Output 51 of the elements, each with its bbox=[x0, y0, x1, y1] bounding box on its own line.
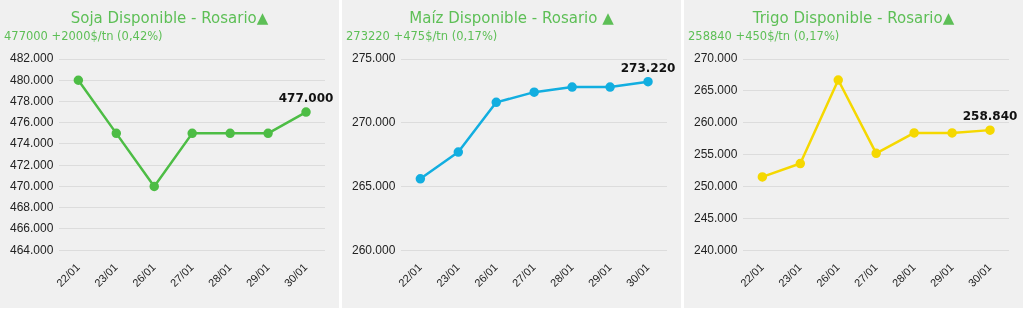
y-tick-label: 474.000 bbox=[9, 136, 54, 151]
point bbox=[909, 128, 919, 138]
point bbox=[985, 125, 995, 135]
point bbox=[871, 148, 881, 159]
point bbox=[73, 75, 84, 85]
point bbox=[795, 158, 806, 169]
y-tick-label: 478.000 bbox=[9, 93, 54, 108]
y-tick-label: 265.000 bbox=[693, 83, 738, 98]
data-label: 477.000 bbox=[278, 91, 334, 106]
y-tick-label: 466.000 bbox=[9, 221, 54, 236]
y-tick-label: 470.000 bbox=[9, 178, 54, 193]
point bbox=[605, 82, 615, 92]
y-tick-label: 260.000 bbox=[693, 115, 738, 130]
point bbox=[111, 128, 122, 139]
chart-subtitle: 273220 +475$/tn (0,17%) bbox=[346, 29, 499, 43]
y-tick-label: 270.000 bbox=[351, 115, 396, 130]
point bbox=[301, 107, 311, 117]
point bbox=[643, 76, 653, 87]
y-tick-label: 476.000 bbox=[9, 115, 54, 130]
point bbox=[453, 147, 464, 157]
data-label: 273.220 bbox=[620, 60, 676, 75]
y-tick-label: 260.000 bbox=[351, 242, 396, 257]
data-label: 258.840 bbox=[962, 109, 1018, 124]
y-tick-label: 270.000 bbox=[693, 51, 738, 66]
point bbox=[187, 128, 197, 139]
y-tick-label: 265.000 bbox=[351, 178, 396, 193]
y-tick-label: 480.000 bbox=[9, 72, 54, 87]
point bbox=[833, 75, 843, 85]
point bbox=[757, 172, 768, 182]
y-tick-label: 468.000 bbox=[9, 200, 54, 215]
y-tick-label: 275.000 bbox=[351, 51, 396, 66]
chart-title: Maíz Disponible - Rosario ▲ bbox=[408, 9, 615, 27]
y-tick-label: 472.000 bbox=[9, 157, 54, 172]
point bbox=[491, 97, 501, 108]
y-tick-label: 240.000 bbox=[693, 242, 738, 257]
y-tick-label: 250.000 bbox=[693, 178, 738, 193]
point bbox=[529, 87, 539, 97]
chart-title: Soja Disponible - Rosario▲ bbox=[69, 9, 270, 27]
point bbox=[225, 128, 235, 139]
chart-subtitle: 258840 +450$/tn (0,17%) bbox=[688, 29, 841, 43]
point bbox=[947, 128, 957, 138]
y-tick-label: 482.000 bbox=[9, 51, 54, 66]
point bbox=[149, 181, 159, 192]
y-tick-label: 464.000 bbox=[9, 242, 54, 257]
point bbox=[263, 128, 273, 139]
point bbox=[415, 174, 426, 184]
point bbox=[567, 82, 577, 92]
y-tick-label: 245.000 bbox=[693, 210, 738, 225]
chart-subtitle: 477000 +2000$/tn (0,42%) bbox=[4, 29, 164, 43]
chart-title: Trigo Disponible - Rosario▲ bbox=[751, 9, 956, 27]
y-tick-label: 255.000 bbox=[693, 146, 738, 161]
